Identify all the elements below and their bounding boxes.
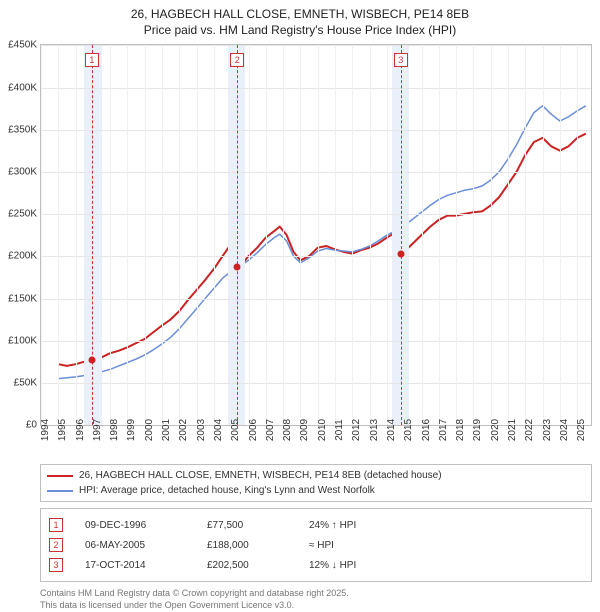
table-row: 3 17-OCT-2014 £202,500 12% ↓ HPI	[49, 555, 583, 575]
x-tick-label: 2021	[507, 419, 518, 441]
x-axis-labels: 1994199519961997199819992000200120022003…	[40, 426, 592, 460]
event-marker: 1	[85, 53, 99, 67]
legend-swatch	[47, 490, 73, 492]
title-line2: Price paid vs. HM Land Registry's House …	[0, 22, 600, 38]
y-tick-label: £400K	[1, 82, 37, 93]
x-tick-label: 2018	[455, 419, 466, 441]
row-hpi: 12% ↓ HPI	[309, 560, 356, 571]
x-tick-label: 2010	[317, 419, 328, 441]
x-tick-label: 2017	[438, 419, 449, 441]
y-tick-label: £350K	[1, 124, 37, 135]
x-tick-label: 1996	[75, 419, 86, 441]
x-tick-label: 2016	[421, 419, 432, 441]
legend-label: 26, HAGBECH HALL CLOSE, EMNETH, WISBECH,…	[79, 468, 442, 483]
row-price: £188,000	[207, 540, 287, 551]
y-tick-label: £450K	[1, 40, 37, 51]
x-tick-label: 2015	[403, 419, 414, 441]
legend-label: HPI: Average price, detached house, King…	[79, 483, 375, 498]
price-point-dot	[234, 263, 241, 270]
x-tick-label: 2003	[196, 419, 207, 441]
x-tick-label: 2005	[230, 419, 241, 441]
row-price: £202,500	[207, 560, 287, 571]
x-tick-label: 2007	[265, 419, 276, 441]
x-tick-label: 2023	[542, 419, 553, 441]
legend-swatch	[47, 475, 73, 477]
y-tick-label: £0	[1, 420, 37, 431]
x-tick-label: 2002	[178, 419, 189, 441]
row-price: £77,500	[207, 520, 287, 531]
row-marker: 3	[49, 558, 63, 572]
x-tick-label: 2001	[161, 419, 172, 441]
title-line1: 26, HAGBECH HALL CLOSE, EMNETH, WISBECH,…	[0, 6, 600, 22]
y-tick-label: £100K	[1, 335, 37, 346]
x-tick-label: 1997	[92, 419, 103, 441]
price-point-dot	[88, 356, 95, 363]
y-tick-label: £300K	[1, 167, 37, 178]
row-hpi: ≈ HPI	[309, 540, 334, 551]
x-tick-label: 2013	[369, 419, 380, 441]
row-marker: 1	[49, 518, 63, 532]
x-tick-label: 2025	[576, 419, 587, 441]
x-tick-label: 2022	[524, 419, 535, 441]
event-marker: 3	[394, 53, 408, 67]
x-tick-label: 2019	[472, 419, 483, 441]
row-date: 09-DEC-1996	[85, 520, 185, 531]
price-point-dot	[397, 251, 404, 258]
y-tick-label: £200K	[1, 251, 37, 262]
legend-row: HPI: Average price, detached house, King…	[47, 483, 585, 498]
row-hpi: 24% ↑ HPI	[309, 520, 356, 531]
event-marker: 2	[230, 53, 244, 67]
legend-row: 26, HAGBECH HALL CLOSE, EMNETH, WISBECH,…	[47, 468, 585, 483]
row-date: 17-OCT-2014	[85, 560, 185, 571]
x-tick-label: 2011	[334, 420, 345, 442]
row-marker: 2	[49, 538, 63, 552]
row-date: 06-MAY-2005	[85, 540, 185, 551]
x-tick-label: 2004	[213, 419, 224, 441]
transaction-table: 1 09-DEC-1996 £77,500 24% ↑ HPI 2 06-MAY…	[40, 508, 592, 582]
x-tick-label: 2020	[490, 419, 501, 441]
x-tick-label: 1994	[40, 419, 51, 441]
x-tick-label: 2006	[248, 419, 259, 441]
y-tick-label: £150K	[1, 293, 37, 304]
x-tick-label: 2000	[144, 419, 155, 441]
y-tick-label: £250K	[1, 209, 37, 220]
x-tick-label: 2009	[299, 419, 310, 441]
x-tick-label: 1999	[126, 419, 137, 441]
chart-plot-area: £0£50K£100K£150K£200K£250K£300K£350K£400…	[40, 44, 592, 426]
y-tick-label: £50K	[1, 378, 37, 389]
footer-line1: Contains HM Land Registry data © Crown c…	[40, 588, 592, 600]
footer-attribution: Contains HM Land Registry data © Crown c…	[40, 588, 592, 611]
chart-title: 26, HAGBECH HALL CLOSE, EMNETH, WISBECH,…	[0, 0, 600, 38]
footer-line2: This data is licensed under the Open Gov…	[40, 600, 592, 612]
x-tick-label: 2014	[386, 419, 397, 441]
x-tick-label: 1998	[109, 419, 120, 441]
table-row: 2 06-MAY-2005 £188,000 ≈ HPI	[49, 535, 583, 555]
table-row: 1 09-DEC-1996 £77,500 24% ↑ HPI	[49, 515, 583, 535]
x-tick-label: 2012	[351, 419, 362, 441]
x-tick-label: 2024	[559, 419, 570, 441]
x-tick-label: 1995	[57, 419, 68, 441]
legend: 26, HAGBECH HALL CLOSE, EMNETH, WISBECH,…	[40, 464, 592, 502]
x-tick-label: 2008	[282, 419, 293, 441]
